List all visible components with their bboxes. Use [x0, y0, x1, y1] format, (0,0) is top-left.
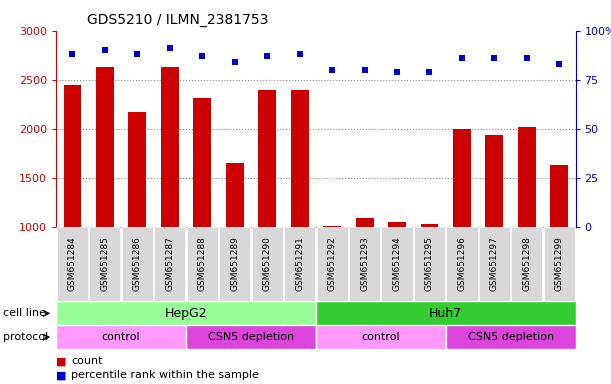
- Bar: [154, 227, 185, 301]
- Bar: [226, 163, 244, 227]
- Point: [457, 55, 467, 61]
- Bar: [291, 91, 309, 227]
- Bar: [316, 325, 446, 349]
- Bar: [56, 301, 316, 325]
- Bar: [96, 67, 114, 227]
- Text: GSM651287: GSM651287: [166, 237, 174, 291]
- Bar: [56, 325, 186, 349]
- Point: [425, 69, 434, 75]
- Point: [295, 51, 304, 57]
- Bar: [551, 166, 568, 227]
- Text: GSM651293: GSM651293: [360, 237, 369, 291]
- Text: Huh7: Huh7: [429, 307, 463, 320]
- Text: GDS5210 / ILMN_2381753: GDS5210 / ILMN_2381753: [87, 13, 268, 27]
- Point: [230, 59, 240, 65]
- Bar: [388, 222, 406, 227]
- Bar: [57, 227, 88, 301]
- Text: ■: ■: [56, 356, 67, 366]
- Bar: [122, 227, 153, 301]
- Point: [165, 45, 175, 51]
- Point: [262, 53, 272, 59]
- Text: protocol: protocol: [3, 332, 48, 342]
- Bar: [187, 227, 218, 301]
- Text: GSM651296: GSM651296: [458, 237, 466, 291]
- Point: [489, 55, 499, 61]
- Bar: [252, 227, 283, 301]
- Bar: [511, 227, 543, 301]
- Bar: [193, 98, 211, 227]
- Text: GSM651285: GSM651285: [100, 237, 109, 291]
- Bar: [381, 227, 412, 301]
- Text: HepG2: HepG2: [165, 307, 207, 320]
- Bar: [161, 67, 179, 227]
- Text: CSN5 depletion: CSN5 depletion: [208, 332, 294, 342]
- Point: [392, 69, 402, 75]
- Point: [197, 53, 207, 59]
- Bar: [323, 226, 341, 227]
- Bar: [186, 325, 316, 349]
- Bar: [64, 84, 81, 227]
- Text: GSM651288: GSM651288: [198, 237, 207, 291]
- Text: cell line: cell line: [3, 308, 46, 318]
- Point: [100, 47, 110, 53]
- Bar: [316, 301, 576, 325]
- Text: ■: ■: [56, 370, 67, 380]
- Text: GSM651297: GSM651297: [490, 237, 499, 291]
- Text: GSM651289: GSM651289: [230, 237, 240, 291]
- Text: GSM651299: GSM651299: [555, 237, 564, 291]
- Bar: [316, 227, 348, 301]
- Text: GSM651294: GSM651294: [392, 237, 401, 291]
- Bar: [446, 325, 576, 349]
- Bar: [128, 112, 146, 227]
- Bar: [219, 227, 251, 301]
- Point: [522, 55, 532, 61]
- Point: [360, 67, 370, 73]
- Text: percentile rank within the sample: percentile rank within the sample: [71, 370, 259, 380]
- Bar: [453, 129, 471, 227]
- Bar: [420, 223, 439, 227]
- Bar: [89, 227, 120, 301]
- Bar: [518, 127, 536, 227]
- Bar: [414, 227, 445, 301]
- Text: GSM651290: GSM651290: [263, 237, 272, 291]
- Point: [554, 61, 564, 67]
- Point: [68, 51, 78, 57]
- Text: GSM651291: GSM651291: [295, 237, 304, 291]
- Bar: [349, 227, 380, 301]
- Text: control: control: [362, 332, 400, 342]
- Text: GSM651292: GSM651292: [327, 237, 337, 291]
- Text: GSM651298: GSM651298: [522, 237, 532, 291]
- Bar: [447, 227, 478, 301]
- Text: GSM651295: GSM651295: [425, 237, 434, 291]
- Bar: [258, 91, 276, 227]
- Bar: [479, 227, 510, 301]
- Text: GSM651284: GSM651284: [68, 237, 77, 291]
- Bar: [486, 136, 503, 227]
- Text: count: count: [71, 356, 103, 366]
- Text: CSN5 depletion: CSN5 depletion: [467, 332, 554, 342]
- Bar: [356, 218, 373, 227]
- Text: GSM651286: GSM651286: [133, 237, 142, 291]
- Point: [133, 51, 142, 57]
- Bar: [544, 227, 575, 301]
- Point: [327, 67, 337, 73]
- Bar: [284, 227, 315, 301]
- Text: control: control: [102, 332, 141, 342]
